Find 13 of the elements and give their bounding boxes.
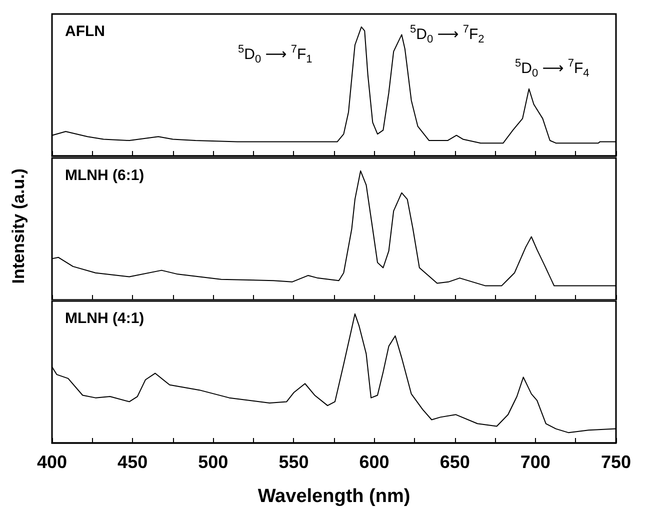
x-tick-label: 700 [520,452,550,472]
x-tick-label: 550 [278,452,309,472]
chart-title: MLNH (4:1) [65,310,144,327]
y-axis-title: Intensity (a.u.) [9,168,28,284]
x-tick-label: 750 [600,452,632,472]
x-axis-title: Wavelength (nm) [258,486,410,507]
x-tick-label: 600 [359,452,390,472]
x-tick-label: 400 [36,452,68,472]
x-tick-label: 650 [440,452,470,472]
chart-title: AFLN [65,23,105,40]
x-tick-label: 450 [118,452,148,472]
chart-title: MLNH (6:1) [65,167,144,184]
x-tick-label: 500 [198,452,228,472]
